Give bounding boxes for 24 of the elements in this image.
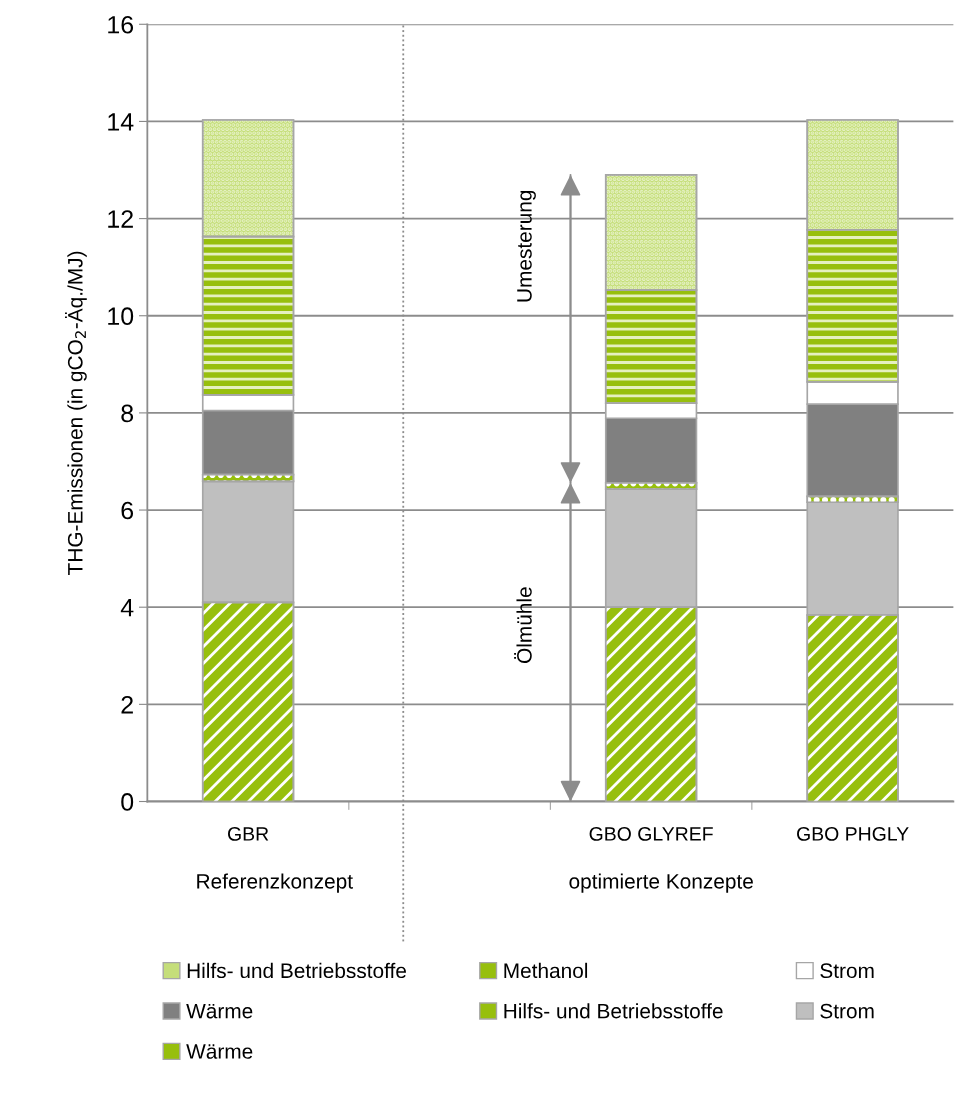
x-tick-label: GBR xyxy=(228,827,269,841)
y-tick-label: 10 xyxy=(108,307,134,326)
legend-label: Methanol xyxy=(504,962,588,979)
y-tick-label: 12 xyxy=(108,210,133,228)
text: optimierte Konzepte xyxy=(569,873,753,893)
annotation: Umesterung xyxy=(517,190,536,302)
text: Referenzkonzept xyxy=(197,873,353,893)
legend-label: Hilfs- und Betriebsstoffe xyxy=(187,962,406,979)
y-tick-label: 8 xyxy=(121,404,134,423)
legend-label: Wärme xyxy=(186,1003,253,1019)
legend-label: Hilfs- und Betriebsstoffe xyxy=(504,1003,723,1019)
x-tick-label: GBO GLYREF xyxy=(589,827,713,841)
legend-label: Strom xyxy=(820,1003,874,1019)
y-tick-label: 16 xyxy=(108,15,134,34)
y-axis-title: THG-Emissionen (in gCO$_{2}$-Äq./MJ) xyxy=(65,251,87,575)
y-tick-label: 4 xyxy=(120,599,134,617)
y-tick-label: 14 xyxy=(108,113,134,131)
y-tick-label: 2 xyxy=(121,695,133,714)
x-tick-label: GBO PHGLY xyxy=(797,827,909,841)
annotation: Ölmühle xyxy=(514,587,532,663)
y-tick-label: 0 xyxy=(121,793,134,811)
y-tick-label: 6 xyxy=(121,501,134,520)
legend-label: Strom xyxy=(820,963,874,979)
legend-label: Wärme xyxy=(186,1044,253,1059)
